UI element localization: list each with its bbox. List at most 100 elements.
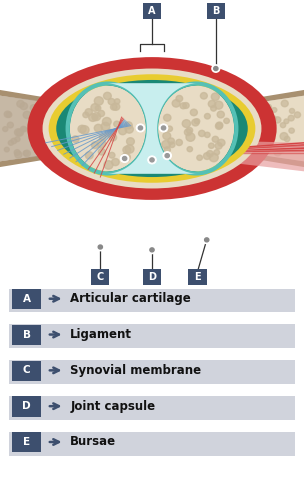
Circle shape — [272, 107, 277, 112]
Circle shape — [84, 120, 89, 125]
Circle shape — [4, 147, 9, 152]
Circle shape — [197, 155, 202, 160]
Circle shape — [94, 97, 103, 105]
Circle shape — [45, 109, 50, 114]
Circle shape — [99, 134, 106, 140]
Polygon shape — [195, 96, 304, 161]
Circle shape — [250, 108, 256, 114]
Ellipse shape — [158, 86, 234, 171]
Circle shape — [98, 110, 105, 117]
Circle shape — [110, 104, 117, 110]
Text: Articular cartilage: Articular cartilage — [70, 292, 191, 305]
Circle shape — [72, 136, 79, 142]
FancyBboxPatch shape — [12, 289, 41, 309]
Circle shape — [16, 129, 23, 136]
Circle shape — [216, 123, 223, 129]
Text: E: E — [23, 437, 30, 447]
Circle shape — [114, 99, 120, 104]
Circle shape — [20, 103, 28, 110]
Circle shape — [243, 107, 248, 112]
Circle shape — [31, 115, 38, 121]
Circle shape — [221, 114, 226, 119]
Circle shape — [207, 111, 214, 118]
Circle shape — [264, 115, 271, 122]
FancyBboxPatch shape — [9, 432, 295, 455]
Circle shape — [50, 109, 58, 116]
Text: Joint capsule: Joint capsule — [70, 400, 155, 413]
Circle shape — [70, 120, 77, 127]
Circle shape — [47, 136, 53, 142]
Circle shape — [180, 103, 186, 109]
Circle shape — [85, 152, 93, 159]
Circle shape — [228, 121, 235, 128]
Circle shape — [14, 150, 20, 155]
Circle shape — [120, 154, 129, 163]
Circle shape — [109, 152, 115, 158]
Circle shape — [229, 108, 236, 115]
Circle shape — [217, 111, 224, 118]
Circle shape — [98, 245, 102, 249]
Circle shape — [288, 115, 294, 121]
Circle shape — [148, 156, 156, 164]
Circle shape — [71, 127, 77, 133]
Circle shape — [4, 111, 11, 118]
Circle shape — [23, 150, 30, 157]
Circle shape — [280, 133, 288, 140]
Circle shape — [65, 140, 72, 147]
Circle shape — [208, 100, 216, 107]
Circle shape — [112, 103, 120, 110]
Circle shape — [247, 113, 255, 121]
Circle shape — [200, 92, 207, 99]
Circle shape — [57, 129, 62, 135]
Circle shape — [150, 158, 154, 162]
Circle shape — [136, 124, 145, 132]
Circle shape — [218, 139, 225, 146]
Polygon shape — [195, 145, 304, 167]
Circle shape — [172, 100, 180, 107]
FancyBboxPatch shape — [9, 396, 295, 420]
Text: Ligament: Ligament — [70, 328, 132, 341]
Polygon shape — [108, 83, 196, 174]
Circle shape — [289, 108, 295, 113]
Circle shape — [182, 120, 191, 127]
Circle shape — [164, 147, 171, 152]
Circle shape — [244, 137, 252, 145]
Circle shape — [81, 140, 88, 147]
Circle shape — [3, 127, 8, 132]
Circle shape — [176, 139, 182, 146]
Circle shape — [236, 139, 241, 145]
Circle shape — [205, 132, 210, 137]
Circle shape — [294, 112, 301, 118]
FancyBboxPatch shape — [91, 269, 109, 285]
Circle shape — [123, 156, 127, 161]
Polygon shape — [0, 145, 109, 167]
Text: Synovial membrane: Synovial membrane — [70, 364, 202, 377]
FancyBboxPatch shape — [12, 325, 41, 345]
Circle shape — [48, 110, 54, 115]
Circle shape — [186, 133, 195, 141]
Circle shape — [278, 149, 283, 153]
Circle shape — [261, 138, 267, 144]
Circle shape — [15, 129, 22, 136]
Circle shape — [103, 92, 111, 100]
Circle shape — [211, 129, 218, 136]
Circle shape — [78, 125, 86, 133]
Circle shape — [209, 126, 216, 132]
Circle shape — [15, 136, 20, 142]
Ellipse shape — [43, 69, 261, 188]
Circle shape — [270, 116, 276, 121]
Circle shape — [212, 121, 217, 126]
Circle shape — [183, 103, 189, 108]
FancyBboxPatch shape — [9, 360, 295, 384]
Circle shape — [114, 121, 120, 127]
Circle shape — [249, 132, 256, 139]
Circle shape — [185, 129, 192, 136]
FancyBboxPatch shape — [12, 396, 41, 417]
Circle shape — [56, 136, 64, 144]
FancyBboxPatch shape — [9, 288, 295, 312]
Circle shape — [23, 111, 31, 119]
Circle shape — [42, 124, 48, 131]
Circle shape — [203, 119, 211, 126]
Circle shape — [169, 142, 175, 148]
Circle shape — [265, 105, 271, 110]
